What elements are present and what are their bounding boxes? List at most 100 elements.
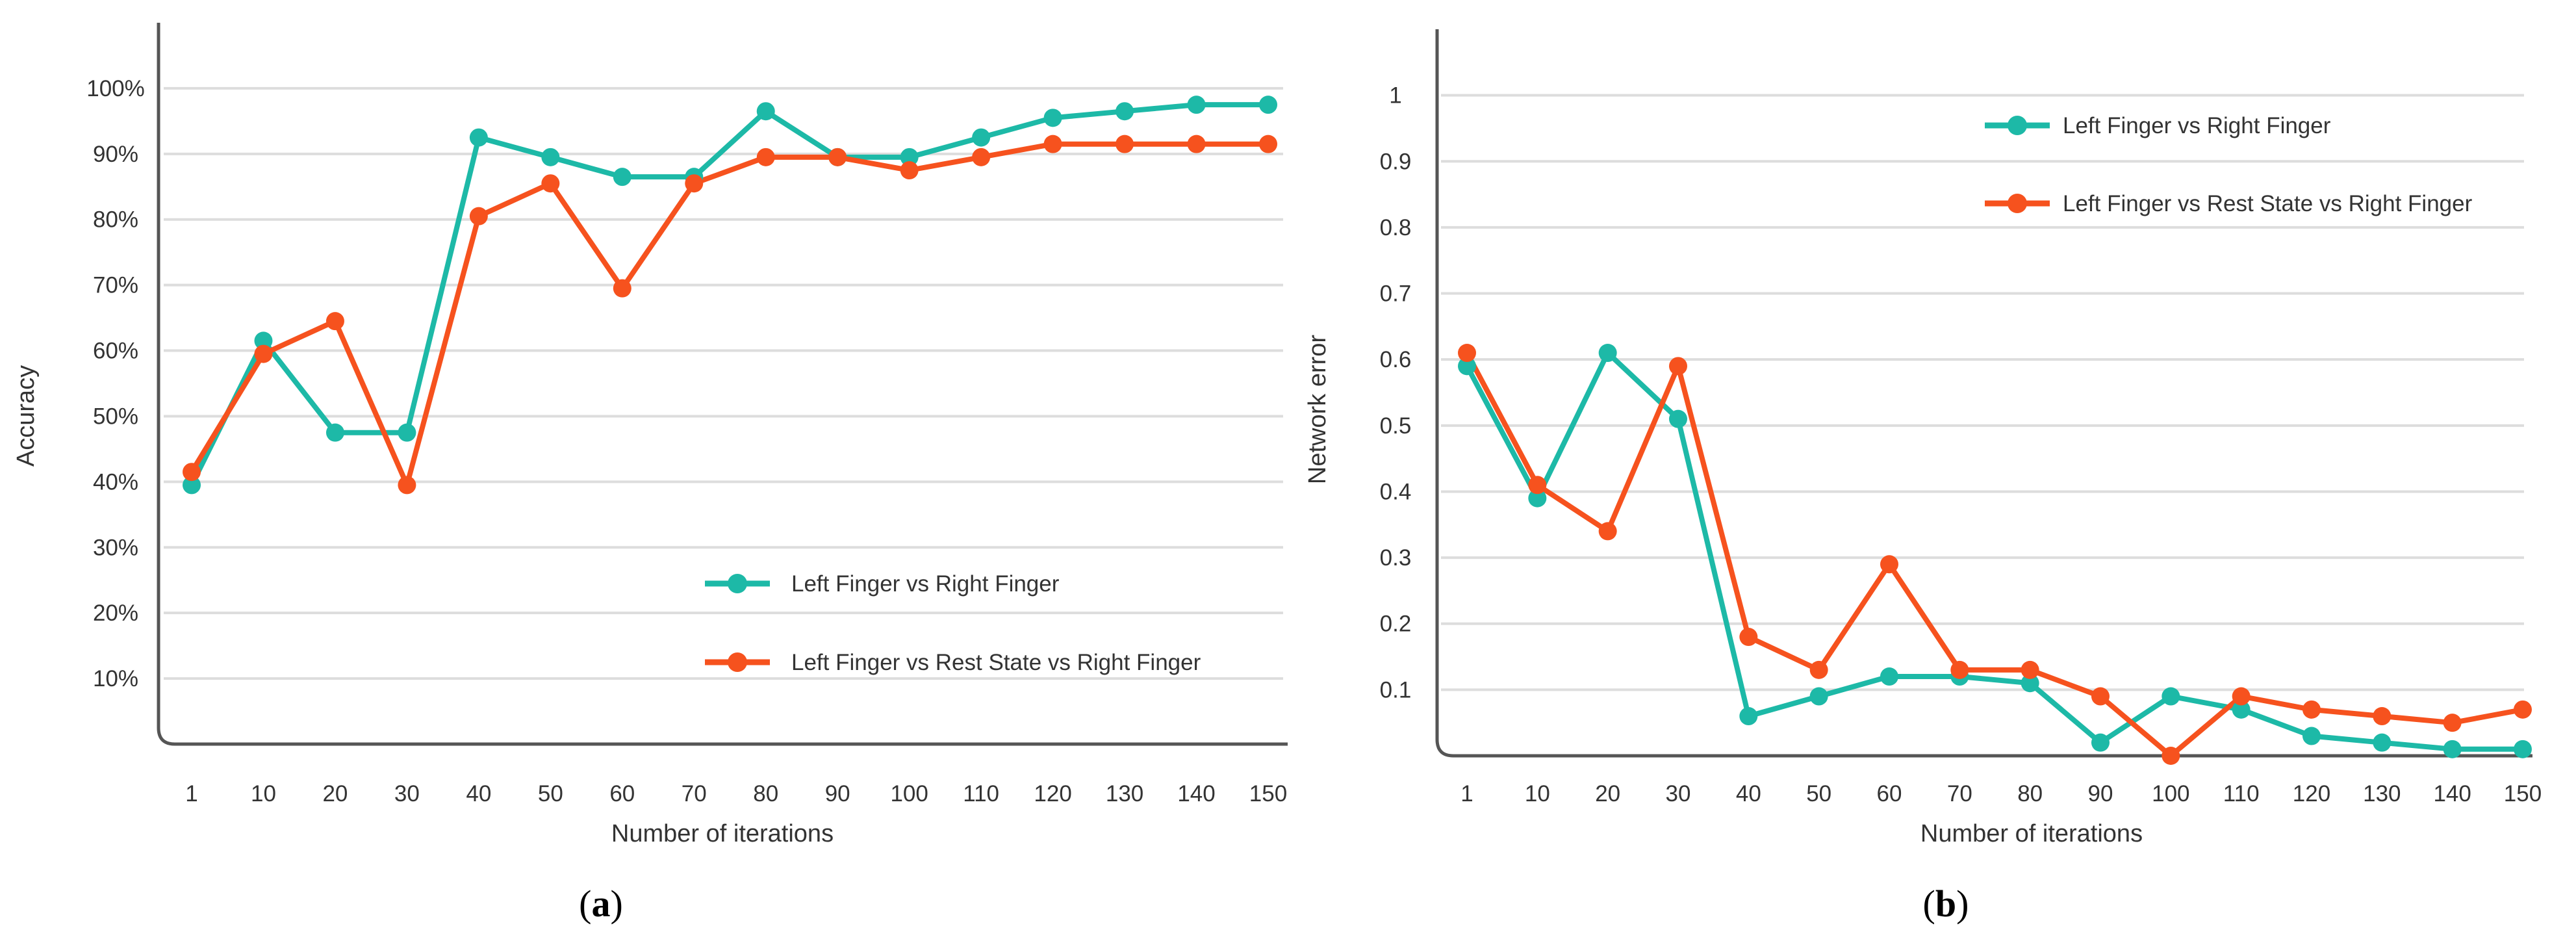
panel-a-legend-item-1: Left Finger vs Right Finger bbox=[705, 571, 1060, 597]
panel-b-series-1-point bbox=[2232, 700, 2251, 719]
panel-a-x-tick-label: 20 bbox=[322, 781, 348, 806]
panel-a-series-2-point bbox=[972, 148, 991, 166]
panel-b-series-1-point bbox=[1458, 357, 1476, 376]
panel-a-legend: Left Finger vs Right Finger Left Finger … bbox=[705, 571, 1201, 675]
panel-a-series-2-point bbox=[325, 312, 344, 331]
panel-b-series-2-point bbox=[1950, 660, 1969, 679]
panel-b-x-tick-label: 100 bbox=[2152, 781, 2189, 806]
panel-a-x-tick-labels: 1 10 20 30 40 50 60 70 80 90 100 110 120 130 140 150 bbox=[185, 781, 1287, 806]
panel-a-y-tick-label: 40% bbox=[93, 469, 138, 495]
panel-a-legend-marker-2 bbox=[728, 652, 747, 672]
panel-a-series-2-point bbox=[685, 174, 704, 193]
panel-b-series-2-point bbox=[2232, 687, 2251, 706]
panel-a-series-2-point bbox=[1259, 135, 1277, 153]
panel-b-y-tick-label: 0.9 bbox=[1380, 149, 1412, 174]
panel-a-series-1-point bbox=[1116, 102, 1134, 121]
panel-a-series-1-point bbox=[541, 148, 560, 166]
panel-b-gridlines bbox=[1441, 94, 2524, 691]
panel-a-series-1-point bbox=[254, 331, 273, 350]
panel-a-y-tick-labels: 10% 20% 30% 40% 50% 60% 70% 80% 90% 100% bbox=[86, 76, 145, 691]
panel-a-series-2-point bbox=[756, 148, 775, 166]
panel-a-legend-label-1: Left Finger vs Right Finger bbox=[791, 571, 1060, 597]
panel-a-series-1-point bbox=[1187, 96, 1206, 114]
panel-b-series-1-point bbox=[1669, 409, 1687, 428]
panel-a-x-tick-label: 150 bbox=[1249, 781, 1287, 806]
panel-b-y-tick-label: 0.3 bbox=[1380, 545, 1412, 571]
panel-a-accuracy-chart: 10%20%30%40%50%60%70%80%90%100% 1 10 20 30 4… bbox=[12, 23, 1288, 925]
panel-a-y-axis-title: Accuracy bbox=[12, 365, 40, 467]
panel-b-series-1-point bbox=[1809, 687, 1828, 706]
panel-b-legend-item-1: Left Finger vs Right Finger bbox=[1985, 113, 2331, 138]
panel-a-x-tick-label: 10 bbox=[251, 781, 276, 806]
panel-a-series-2-point bbox=[828, 148, 847, 166]
panel-a-series-2-point bbox=[900, 161, 919, 180]
panel-b-x-tick-label: 150 bbox=[2504, 781, 2542, 806]
panel-a-series-2-point bbox=[183, 463, 201, 482]
panel-a-gridlines bbox=[164, 86, 1283, 680]
panel-a-y-tick-label: 20% bbox=[93, 600, 138, 626]
panel-b-caption-close: ) bbox=[1956, 883, 1969, 925]
panel-b-series-1-point bbox=[1528, 489, 1547, 508]
panel-a-series-2-point bbox=[469, 207, 488, 226]
panel-b-series-1-line bbox=[1464, 350, 2523, 752]
panel-a-legend-label-2: Left Finger vs Rest State vs Right Finge… bbox=[791, 650, 1201, 675]
panel-a-y-tick-label: 10% bbox=[93, 666, 138, 691]
panel-a-series-2-point bbox=[541, 174, 560, 193]
panel-b-axes bbox=[1435, 29, 2532, 758]
panel-b-series-lines bbox=[1464, 350, 2523, 758]
panel-b-x-tick-label: 90 bbox=[2088, 781, 2113, 806]
panel-b-series-2-point bbox=[2302, 700, 2321, 719]
panel-a-x-tick-label: 50 bbox=[538, 781, 563, 806]
panel-b-x-tick-label: 140 bbox=[2433, 781, 2471, 806]
panel-b-caption: (b) bbox=[1923, 883, 1969, 925]
panel-b-legend-marker-2 bbox=[2008, 194, 2027, 213]
panel-a-series-1-point bbox=[756, 102, 775, 121]
panel-b-series-2-point bbox=[2021, 660, 2039, 679]
panel-b-y-tick-label: 0.2 bbox=[1380, 612, 1412, 637]
panel-a-series-1-line bbox=[189, 102, 1268, 487]
panel-b-x-tick-label: 1 bbox=[1460, 781, 1473, 806]
panel-b-legend: Left Finger vs Right Finger Left Finger … bbox=[1985, 113, 2473, 216]
panel-a-x-tick-label: 1 bbox=[185, 781, 198, 806]
panel-b-y-tick-label: 0.8 bbox=[1380, 215, 1412, 240]
panel-b-x-tick-label: 20 bbox=[1595, 781, 1620, 806]
panel-a-x-tick-label: 130 bbox=[1106, 781, 1143, 806]
panel-a-x-tick-label: 40 bbox=[466, 781, 491, 806]
panel-a-y-tick-label: 80% bbox=[93, 207, 138, 233]
panel-a-axes bbox=[157, 23, 1288, 746]
panel-b-x-tick-label: 120 bbox=[2293, 781, 2330, 806]
panel-b-y-axis-title: Network error bbox=[1304, 335, 1331, 484]
panel-b-legend-label-1: Left Finger vs Right Finger bbox=[2063, 113, 2331, 138]
panel-a-y-tick-label: 70% bbox=[93, 273, 138, 298]
panel-b-series-2-point bbox=[1528, 476, 1547, 495]
panel-b-series-1-point bbox=[2373, 733, 2391, 752]
panel-b-series-1-point bbox=[1598, 344, 1617, 363]
panel-b-x-axis-title: Number of iterations bbox=[1920, 820, 2143, 847]
panel-b-series-2-point bbox=[2091, 687, 2110, 706]
panel-b-y-tick-label: 0.6 bbox=[1380, 347, 1412, 372]
panel-b-series-1-point bbox=[2514, 740, 2532, 758]
panel-b-legend-label-2: Left Finger vs Rest State vs Right Finge… bbox=[2063, 191, 2473, 216]
panel-a-series-1-point bbox=[398, 423, 416, 442]
panel-b-series-2-point bbox=[2162, 747, 2180, 765]
panel-b-series-1-point bbox=[2021, 674, 2039, 693]
panel-b-caption-letter: b bbox=[1935, 883, 1956, 925]
panel-a-series-1-point bbox=[1043, 109, 1062, 127]
panel-a-caption-close: ) bbox=[611, 883, 623, 925]
panel-b-y-tick-labels: 0.1 0.2 0.3 0.4 0.5 0.6 0.7 0.8 0.9 1 bbox=[1380, 83, 1412, 703]
panel-a-series-1-point bbox=[972, 128, 991, 147]
panel-b-legend-marker-1 bbox=[2008, 116, 2027, 135]
panel-a-series-1-point bbox=[325, 423, 344, 442]
panel-a-x-tick-label: 120 bbox=[1034, 781, 1071, 806]
panel-b-network-error-chart: 0.10.20.30.40.50.60.70.80.91 1 10 20 30 40 50… bbox=[1304, 29, 2542, 925]
panel-a-x-tick-label: 30 bbox=[394, 781, 420, 806]
panel-b-legend-item-2: Left Finger vs Rest State vs Right Finge… bbox=[1985, 191, 2473, 216]
panel-a-legend-marker-1 bbox=[728, 574, 747, 593]
panel-b-series-points bbox=[1458, 344, 2532, 765]
panel-b-series-1-point bbox=[2302, 727, 2321, 745]
panel-a-caption-open: ( bbox=[579, 883, 591, 925]
panel-b-y-tick-label: 0.1 bbox=[1380, 677, 1412, 703]
panel-a-x-tick-label: 110 bbox=[963, 781, 999, 806]
panel-b-series-2-point bbox=[1458, 344, 1476, 363]
